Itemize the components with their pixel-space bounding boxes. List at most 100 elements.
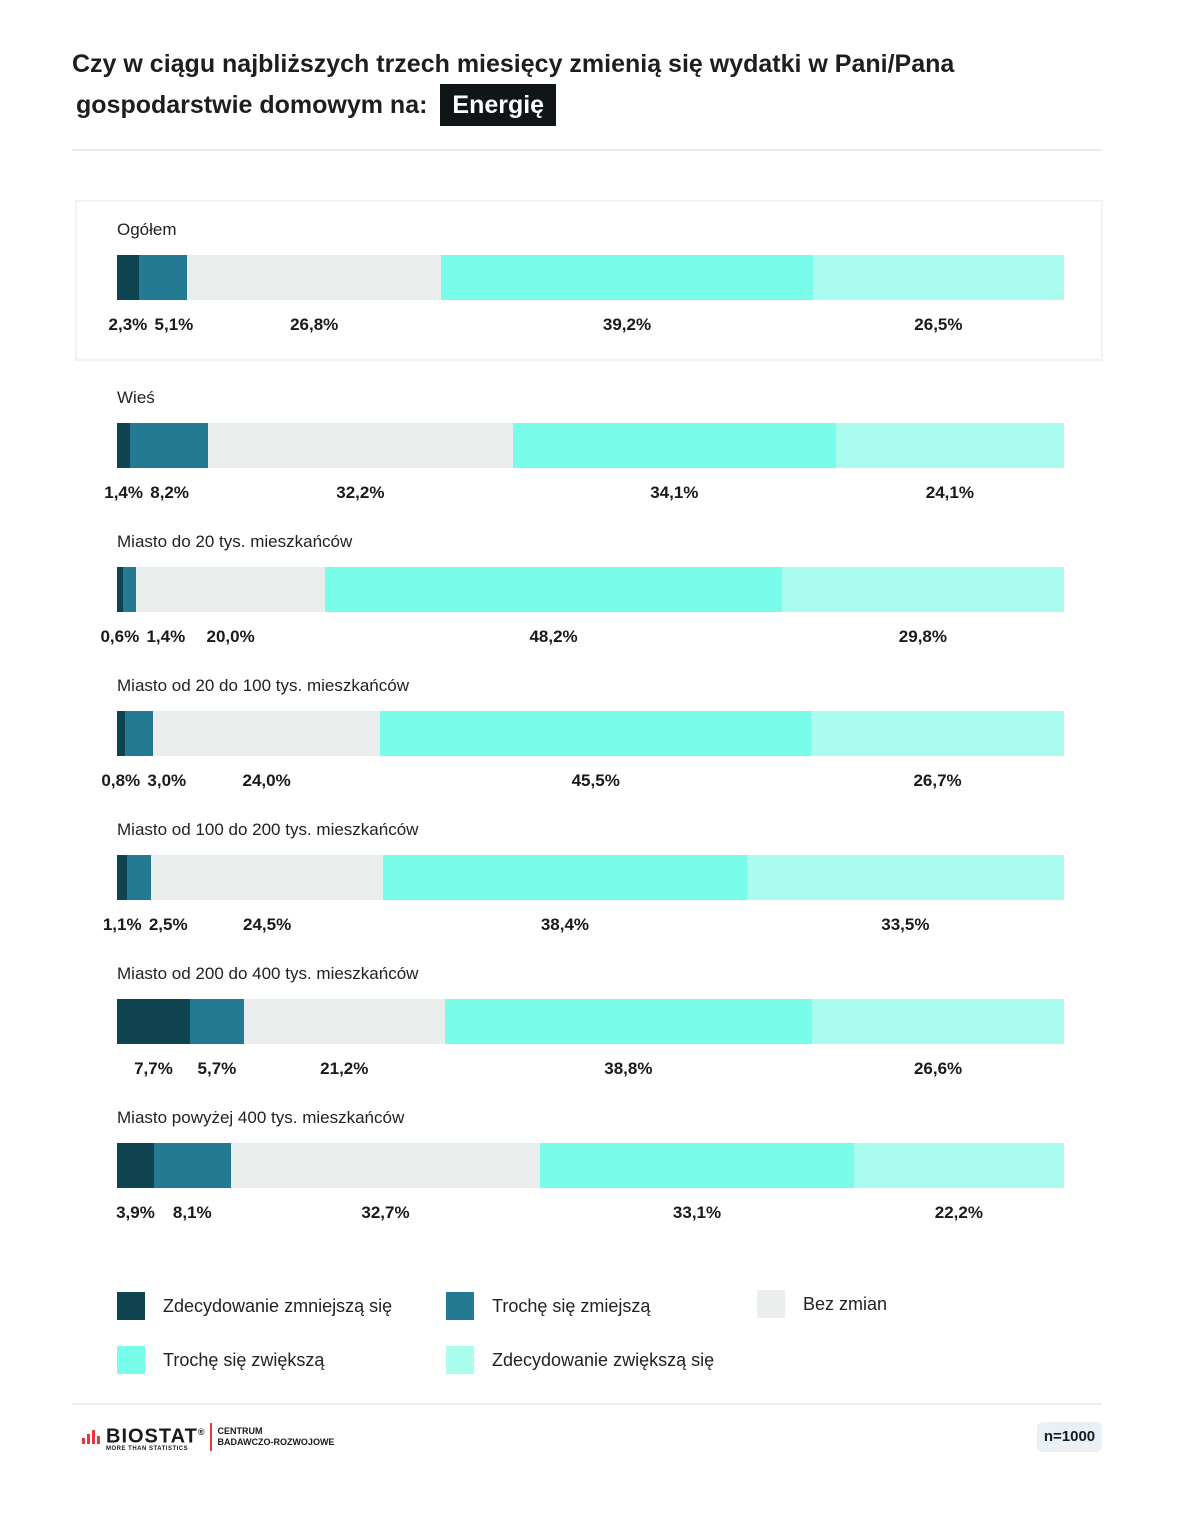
legend-label: Bez zmian — [803, 1293, 888, 1314]
bar-segment — [853, 1143, 1064, 1188]
data-label: 29,8% — [898, 627, 947, 646]
category-label: Ogółem — [117, 220, 177, 239]
bar-segment — [812, 999, 1064, 1044]
data-label: 26,6% — [913, 1059, 963, 1078]
bar-segment — [189, 999, 244, 1044]
category-label: Miasto od 100 do 200 tys. mieszkańców — [117, 820, 419, 839]
title-line-1: Czy w ciągu najbliższych trzech miesięcy… — [72, 50, 955, 78]
title-line-2-wrap: gospodarstwie domowym na: Energię — [72, 84, 1112, 126]
bar-segment — [151, 855, 384, 900]
bar-segment — [746, 855, 1064, 900]
data-label: 7,7% — [134, 1059, 173, 1078]
stacked-bar — [117, 711, 1064, 756]
stacked-bar — [117, 255, 1064, 300]
stacked-bar — [117, 1143, 1064, 1188]
data-label: 3,9% — [116, 1203, 155, 1222]
bar-segment — [135, 567, 326, 612]
data-label: 38,8% — [604, 1059, 653, 1078]
bar-segment — [207, 423, 513, 468]
legend-swatch — [117, 1292, 145, 1320]
category-label: Miasto od 20 do 100 tys. mieszkańców — [117, 676, 409, 695]
legend-label: Zdecydowanie zmniejszą się — [163, 1295, 393, 1316]
data-label: 32,2% — [336, 483, 385, 502]
bar-segment — [243, 999, 445, 1044]
legend-item-slightly-increase: Trochę się zwiększą — [117, 1346, 324, 1374]
bar-segment — [117, 423, 131, 468]
data-label: 20,0% — [206, 627, 255, 646]
bar-segment — [122, 567, 136, 612]
bar-segment — [130, 423, 208, 468]
data-label: 38,4% — [540, 915, 590, 934]
bar-segment — [127, 855, 152, 900]
bar-segment — [835, 423, 1064, 468]
data-label: 24,1% — [925, 483, 974, 502]
logo-name: BIOSTAT — [106, 1425, 198, 1448]
legend-swatch — [446, 1346, 474, 1374]
legend-swatch — [117, 1346, 145, 1374]
logo-divider — [210, 1423, 213, 1452]
data-label: 5,7% — [197, 1059, 237, 1078]
centrum-line-2: BADAWCZO-ROZWOJOWE — [217, 1437, 335, 1448]
bar-segment — [540, 1143, 854, 1188]
bar-segment — [781, 567, 1064, 612]
bar-segment — [117, 1143, 154, 1188]
bar-segment — [380, 711, 812, 756]
logo-bars-icon — [82, 1430, 100, 1445]
centrum-line-1: CENTRUM — [217, 1426, 263, 1437]
legend-item-strongly-decrease: Zdecydowanie zmniejszą się — [117, 1292, 392, 1320]
bar-segment — [441, 255, 813, 300]
data-label: 39,2% — [602, 315, 652, 334]
total-highlight-panel — [75, 200, 1103, 361]
bar-segment — [117, 999, 190, 1044]
data-label: 1,4% — [104, 483, 143, 502]
registered-mark: ® — [197, 1427, 206, 1437]
category-label: Miasto od 200 do 400 tys. mieszkańców — [117, 964, 419, 983]
legend-label: Trochę się zmiejszą — [492, 1295, 651, 1316]
bar-segment — [811, 711, 1064, 756]
data-label: 32,7% — [361, 1203, 410, 1222]
legend-label: Zdecydowanie zwiększą się — [492, 1349, 715, 1370]
bar-segment — [117, 255, 139, 300]
legend-swatch — [757, 1290, 785, 1318]
data-label: 1,1% — [102, 915, 142, 934]
biostat-logo: BIOSTAT® MORE THAN STATISTICS CENTRUM BA… — [82, 1423, 334, 1452]
stacked-bar — [117, 999, 1064, 1044]
bar-segment — [512, 423, 836, 468]
chart-title: Czy w ciągu najbliższych trzech miesięcy… — [72, 44, 1112, 126]
data-label: 21,2% — [320, 1059, 369, 1078]
stacked-bar — [117, 855, 1064, 900]
data-label: 26,5% — [914, 315, 963, 334]
data-label: 5,1% — [154, 315, 194, 334]
bar-segment — [117, 855, 128, 900]
bar-segment — [138, 255, 188, 300]
bar-segment — [812, 255, 1064, 300]
data-label: 22,2% — [934, 1203, 983, 1222]
data-label: 0,6% — [100, 627, 140, 646]
bar-segment — [187, 255, 442, 300]
data-label: 2,5% — [148, 915, 188, 934]
bar-segment — [383, 855, 747, 900]
legend-item-slightly-decrease: Trochę się zmiejszą — [446, 1292, 650, 1320]
sample-size-badge: n=1000 — [1037, 1422, 1102, 1452]
category-label: Miasto do 20 tys. mieszkańców — [117, 532, 353, 551]
bar-segment — [117, 567, 123, 612]
data-label: 48,2% — [529, 627, 578, 646]
data-label: 1,4% — [146, 627, 186, 646]
data-label: 33,1% — [672, 1203, 722, 1222]
data-label: 34,1% — [650, 483, 699, 502]
data-label: 26,8% — [290, 315, 339, 334]
bar-segment — [444, 999, 813, 1044]
bar-segment — [325, 567, 782, 612]
data-label: 33,5% — [881, 915, 930, 934]
data-label: 3,0% — [147, 771, 187, 790]
legend: Zdecydowanie zmniejszą się Trochę się zm… — [117, 1288, 1117, 1388]
data-label: 45,5% — [571, 771, 620, 790]
data-label: 0,8% — [101, 771, 141, 790]
bar-segment — [153, 1143, 231, 1188]
category-label: Miasto powyżej 400 tys. mieszkańców — [117, 1108, 405, 1127]
data-label: 26,7% — [913, 771, 962, 790]
logo-tagline: MORE THAN STATISTICS — [106, 1445, 189, 1452]
legend-item-no-change: Bez zmian — [757, 1290, 887, 1318]
logo-centrum: CENTRUM BADAWCZO-ROZWOJOWE — [217, 1426, 334, 1448]
stacked-bar — [117, 567, 1064, 612]
